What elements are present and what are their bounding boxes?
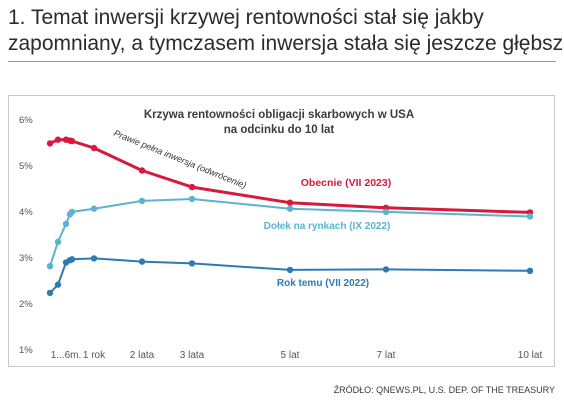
x-tick-label: 5 lat <box>281 350 300 361</box>
data-point <box>286 266 294 274</box>
data-point <box>46 289 54 297</box>
data-point <box>188 195 196 203</box>
chart-frame: Krzywa rentowności obligacji skarbowych … <box>8 95 555 367</box>
data-point <box>138 167 146 174</box>
yield-curve-chart: Krzywa rentowności obligacji skarbowych … <box>19 109 543 361</box>
chart-subtitle: na odcinku do 10 lat <box>224 124 335 136</box>
y-tick-label: 2% <box>19 299 33 310</box>
data-point <box>90 205 98 212</box>
data-point <box>90 255 98 262</box>
data-point <box>54 238 62 245</box>
data-point <box>68 208 76 216</box>
data-point <box>90 144 98 152</box>
data-point <box>286 205 294 212</box>
x-tick-label: 2 lata <box>130 350 155 361</box>
x-tick-label: 10 lat <box>518 350 543 361</box>
heading-line-2: zapomniany, a tymczasem inwersja stała s… <box>8 32 564 55</box>
data-point <box>382 208 390 216</box>
data-point <box>138 197 146 205</box>
y-tick-label: 6% <box>19 115 33 126</box>
y-tick-label: 3% <box>19 253 33 264</box>
series-label: Rok temu (VII 2022) <box>277 278 369 289</box>
inversion-annotation: Prawie pełna inwersja (odwrócenie) <box>112 128 247 190</box>
heading-line-1: 1. Temat inwersji krzywej rentowności st… <box>8 6 484 29</box>
y-tick-label: 4% <box>19 207 33 218</box>
data-point <box>46 140 54 147</box>
data-point <box>54 136 62 143</box>
data-point <box>382 266 390 273</box>
series-label: Obecnie (VII 2023) <box>301 177 391 189</box>
source-note: ŹRÓDŁO: QNEWS.PL, U.S. DEP. OF THE TREAS… <box>333 385 555 395</box>
series-label: Dołek na rynkach (IX 2022) <box>264 221 391 232</box>
data-point <box>188 260 196 267</box>
data-point <box>68 256 76 263</box>
chart-title: Krzywa rentowności obligacji skarbowych … <box>144 109 414 121</box>
heading-divider <box>8 61 556 62</box>
y-tick-label: 5% <box>19 161 33 172</box>
data-point <box>54 281 62 288</box>
data-point <box>46 263 54 270</box>
x-tick-label: 1...6m. <box>51 350 82 361</box>
data-point <box>62 220 70 228</box>
data-point <box>526 213 534 220</box>
y-tick-label: 1% <box>19 345 33 356</box>
data-point <box>68 137 76 145</box>
data-point <box>188 183 196 191</box>
data-point <box>526 267 534 274</box>
article-heading: 1. Temat inwersji krzywej rentowności st… <box>8 5 564 57</box>
x-tick-label: 7 lat <box>377 350 396 361</box>
data-point <box>138 258 146 265</box>
x-tick-label: 1 rok <box>83 350 106 361</box>
x-tick-label: 3 lata <box>180 350 205 361</box>
data-point <box>286 199 294 206</box>
